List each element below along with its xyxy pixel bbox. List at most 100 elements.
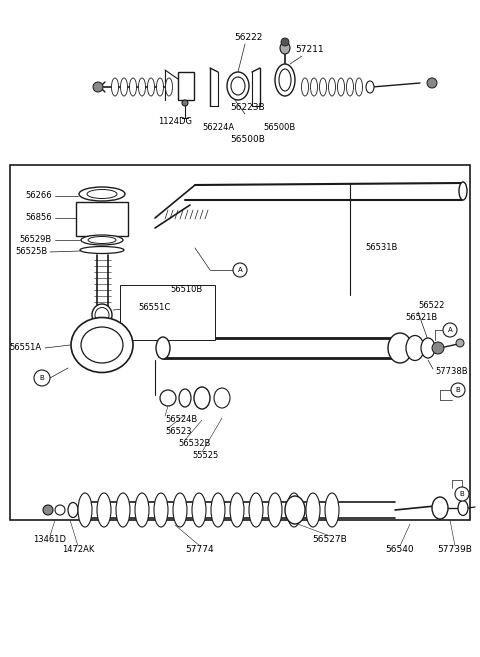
Circle shape <box>34 370 50 386</box>
Ellipse shape <box>194 387 210 409</box>
Circle shape <box>443 323 457 337</box>
Ellipse shape <box>139 78 145 96</box>
Text: 56540: 56540 <box>386 545 414 555</box>
Text: 56551A: 56551A <box>10 344 42 353</box>
Circle shape <box>451 383 465 397</box>
Ellipse shape <box>173 493 187 527</box>
Ellipse shape <box>211 493 225 527</box>
Ellipse shape <box>230 493 244 527</box>
Ellipse shape <box>192 493 206 527</box>
Ellipse shape <box>97 493 111 527</box>
Ellipse shape <box>68 503 78 518</box>
Ellipse shape <box>95 307 109 323</box>
Bar <box>76 202 128 236</box>
Text: 57738B: 57738B <box>435 367 468 376</box>
Text: 56510B: 56510B <box>170 286 202 294</box>
Ellipse shape <box>406 336 424 361</box>
Text: B: B <box>40 375 44 381</box>
Ellipse shape <box>388 333 412 363</box>
Circle shape <box>55 505 65 515</box>
Text: 56525B: 56525B <box>16 248 48 256</box>
Text: 57774: 57774 <box>186 545 214 555</box>
Ellipse shape <box>320 78 326 96</box>
Text: 56521B: 56521B <box>405 313 437 321</box>
Text: 56524B: 56524B <box>165 415 197 424</box>
Ellipse shape <box>301 78 309 96</box>
Ellipse shape <box>279 69 291 91</box>
Circle shape <box>182 100 188 106</box>
Bar <box>120 285 215 340</box>
Ellipse shape <box>147 78 155 96</box>
Ellipse shape <box>231 77 245 95</box>
Ellipse shape <box>80 246 124 254</box>
Text: B: B <box>460 491 464 497</box>
Ellipse shape <box>92 304 112 326</box>
Text: 56522: 56522 <box>418 300 444 309</box>
Text: 56223B: 56223B <box>231 104 265 112</box>
Ellipse shape <box>78 493 92 527</box>
Ellipse shape <box>268 493 282 527</box>
Text: 56500B: 56500B <box>264 124 296 133</box>
Ellipse shape <box>249 493 263 527</box>
Circle shape <box>281 38 289 46</box>
Text: 56529B: 56529B <box>20 235 52 244</box>
Ellipse shape <box>275 64 295 96</box>
Ellipse shape <box>325 493 339 527</box>
Ellipse shape <box>156 78 164 96</box>
Text: 56527B: 56527B <box>312 535 348 545</box>
Ellipse shape <box>130 78 136 96</box>
Ellipse shape <box>311 78 317 96</box>
Text: 56500B: 56500B <box>230 135 265 145</box>
Text: 57211: 57211 <box>296 45 324 55</box>
Circle shape <box>233 263 247 277</box>
Circle shape <box>160 390 176 406</box>
Circle shape <box>93 82 103 92</box>
Text: 55525: 55525 <box>192 451 218 461</box>
Text: 56856: 56856 <box>25 214 52 223</box>
Ellipse shape <box>458 501 468 516</box>
Text: 56532B: 56532B <box>178 440 210 449</box>
Circle shape <box>43 505 53 515</box>
Text: 56523: 56523 <box>165 428 192 436</box>
Ellipse shape <box>328 78 336 96</box>
Ellipse shape <box>154 493 168 527</box>
Circle shape <box>427 78 437 88</box>
Ellipse shape <box>347 78 353 96</box>
Ellipse shape <box>179 389 191 407</box>
Ellipse shape <box>227 72 249 100</box>
Text: 1472AK: 1472AK <box>62 545 94 555</box>
Ellipse shape <box>87 189 117 198</box>
Ellipse shape <box>120 78 128 96</box>
Ellipse shape <box>135 493 149 527</box>
Ellipse shape <box>287 493 301 527</box>
Text: 56224A: 56224A <box>202 124 234 133</box>
Ellipse shape <box>71 317 133 373</box>
Text: 57739B: 57739B <box>438 545 472 555</box>
Ellipse shape <box>111 78 119 96</box>
Text: 56531B: 56531B <box>365 244 397 252</box>
Ellipse shape <box>79 187 125 201</box>
Circle shape <box>432 342 444 354</box>
Text: A: A <box>448 327 452 333</box>
Ellipse shape <box>166 78 172 96</box>
Bar <box>178 72 194 100</box>
Text: A: A <box>238 267 242 273</box>
Ellipse shape <box>306 493 320 527</box>
Ellipse shape <box>88 237 116 244</box>
Ellipse shape <box>285 496 305 524</box>
Text: 56222: 56222 <box>234 34 262 43</box>
Ellipse shape <box>214 388 230 408</box>
Ellipse shape <box>366 81 374 93</box>
Ellipse shape <box>459 182 467 200</box>
Ellipse shape <box>81 235 123 245</box>
Text: 56551C: 56551C <box>138 304 170 313</box>
Ellipse shape <box>116 493 130 527</box>
Circle shape <box>455 487 469 501</box>
Text: 1124DG: 1124DG <box>158 118 192 127</box>
Ellipse shape <box>421 338 435 358</box>
Circle shape <box>456 339 464 347</box>
Ellipse shape <box>156 337 170 359</box>
Bar <box>10 165 470 520</box>
Text: 13461D: 13461D <box>34 535 67 545</box>
Text: B: B <box>456 387 460 393</box>
